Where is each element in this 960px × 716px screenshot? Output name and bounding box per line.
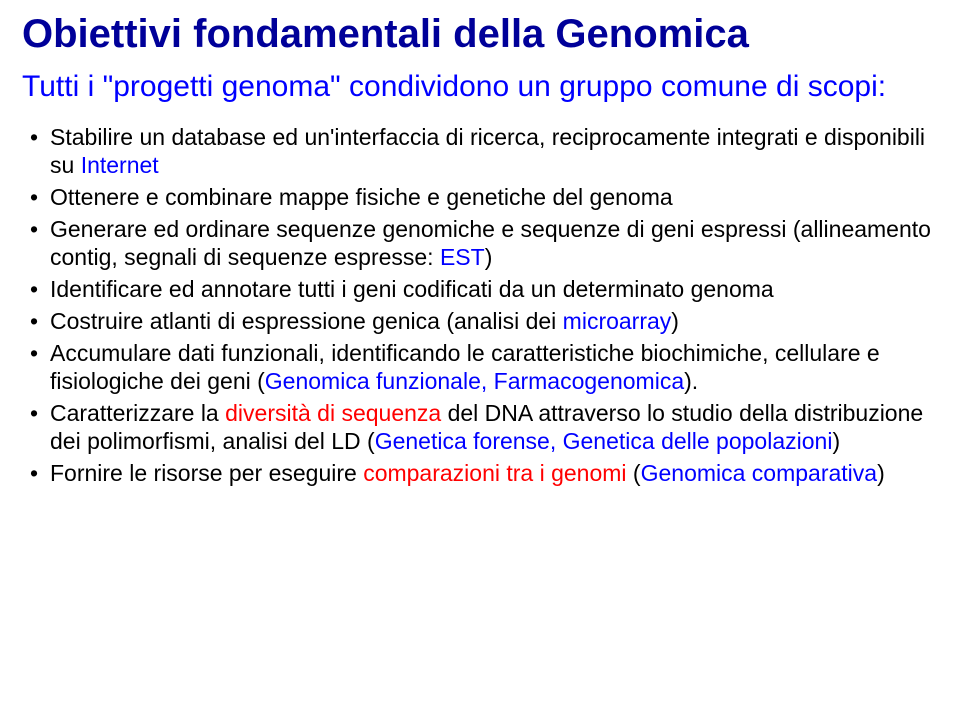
item-highlight: comparazioni tra i genomi [363,460,626,486]
subtitle-quote: "progetti genoma" [103,70,341,103]
subtitle-post: condividono un gruppo comune di scopi: [341,70,886,103]
slide: Obiettivi fondamentali della Genomica Tu… [0,0,960,716]
list-item: Accumulare dati funzionali, identificand… [28,339,938,395]
item-pre: Fornire le risorse per eseguire [50,460,363,486]
list-item: Ottenere e combinare mappe fisiche e gen… [28,183,938,211]
item-pre: Costruire atlanti di espressione genica … [50,308,563,334]
item-highlight: Internet [81,152,159,178]
subtitle-pre: Tutti i [22,70,103,103]
item-pre: Ottenere e combinare mappe fisiche e gen… [50,184,673,210]
slide-title: Obiettivi fondamentali della Genomica [22,12,938,56]
list-item: Generare ed ordinare sequenze genomiche … [28,215,938,271]
item-post: ) [671,308,679,334]
list-item: Fornire le risorse per eseguire comparaz… [28,459,938,487]
item-highlight: diversità di sequenza [225,400,441,426]
slide-subtitle: Tutti i "progetti genoma" condividono un… [22,70,938,105]
item-post: ) [877,460,885,486]
item-highlight: microarray [563,308,672,334]
item-post: ) [485,244,493,270]
list-item: Caratterizzare la diversità di sequenza … [28,399,938,455]
item-highlight-2: Genetica forense, Genetica delle popolaz… [375,428,833,454]
list-item: Stabilire un database ed un'interfaccia … [28,123,938,179]
item-highlight-2: Genomica comparativa [641,460,878,486]
item-pre: Identificare ed annotare tutti i geni co… [50,276,774,302]
item-mid: ( [627,460,641,486]
list-item: Identificare ed annotare tutti i geni co… [28,275,938,303]
item-post: ) [832,428,840,454]
item-post: ). [684,368,698,394]
item-pre: Stabilire un database ed un'interfaccia … [50,124,925,178]
item-highlight: EST [440,244,485,270]
item-highlight: Genomica funzionale, Farmacogenomica [265,368,684,394]
item-pre: Caratterizzare la [50,400,225,426]
list-item: Costruire atlanti di espressione genica … [28,307,938,335]
bullet-list: Stabilire un database ed un'interfaccia … [22,123,938,488]
